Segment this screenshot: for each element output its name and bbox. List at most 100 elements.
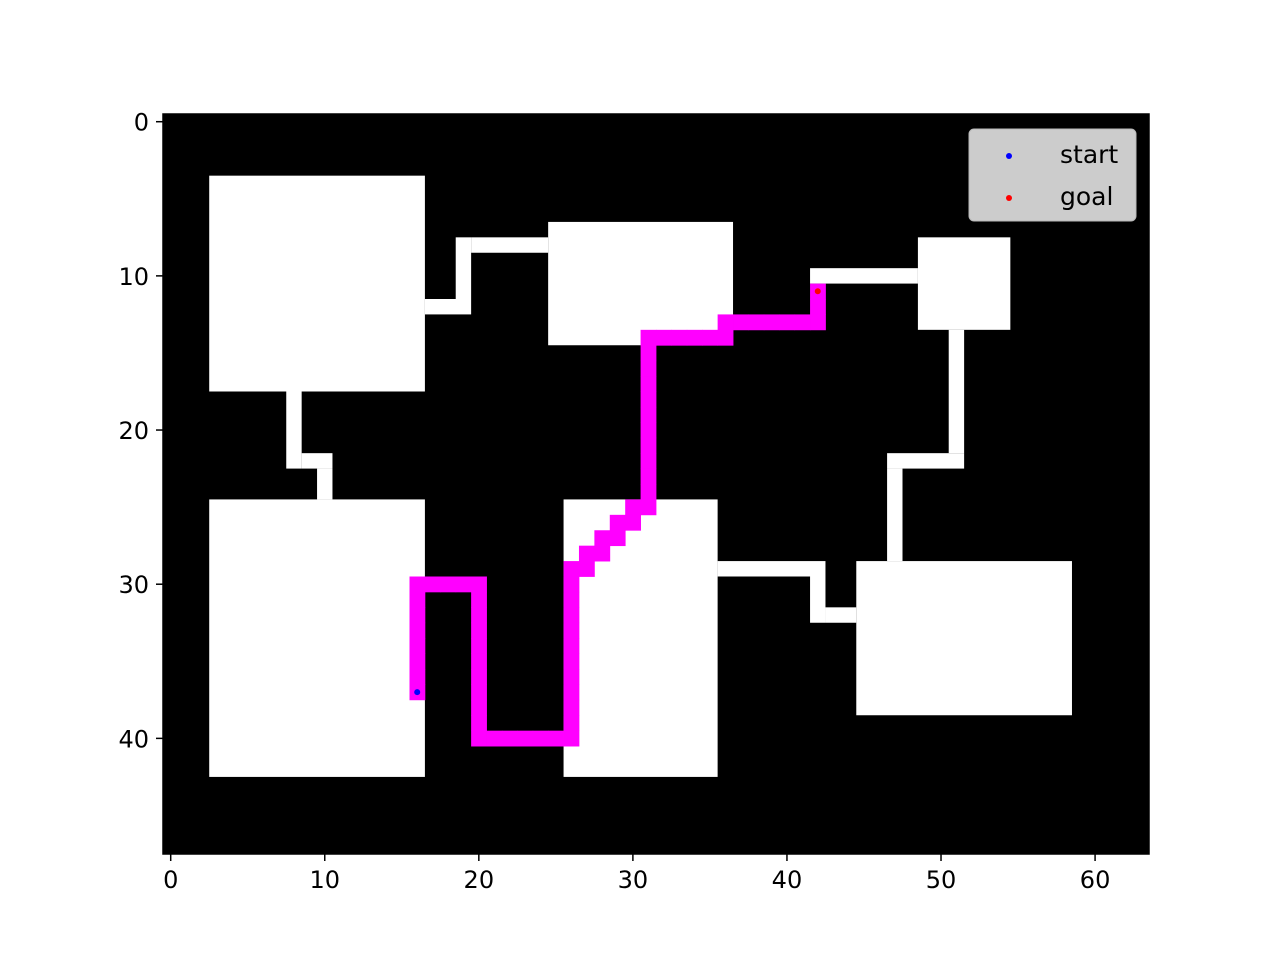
path-layer [409, 283, 826, 747]
legend-label: goal [1060, 182, 1113, 211]
path-cell [640, 468, 657, 485]
y-tick-label: 30 [118, 571, 149, 599]
path-cell [471, 607, 487, 624]
path-cell [640, 453, 657, 469]
path-cell [563, 591, 580, 608]
free-space-cell [887, 453, 965, 469]
start-point [414, 689, 421, 696]
path-cell [810, 314, 826, 331]
points-layer [414, 288, 821, 696]
x-tick-label: 60 [1080, 866, 1111, 894]
path-cell [578, 561, 595, 577]
x-tick-label: 10 [309, 866, 340, 894]
path-cell [640, 345, 657, 362]
path-cell [563, 622, 580, 639]
path-cell [640, 437, 657, 454]
path-cell [471, 684, 487, 701]
path-cell [563, 730, 580, 747]
path-cell [640, 422, 657, 439]
x-tick-label: 50 [926, 866, 957, 894]
path-cell [656, 329, 672, 346]
free-space-cell [717, 561, 826, 577]
x-tick-label: 30 [618, 866, 649, 894]
path-cell [810, 299, 826, 315]
path-cell [779, 314, 796, 331]
path-cell [440, 576, 457, 593]
path-cell [486, 730, 503, 747]
path-cell [409, 653, 426, 670]
free-space-cell [424, 299, 472, 315]
x-tick-label: 40 [772, 866, 803, 894]
path-cell [671, 329, 688, 346]
path-cell [563, 653, 580, 670]
path-cell [409, 669, 426, 685]
path-cell [640, 391, 657, 408]
path-cell [409, 607, 426, 624]
path-cell [794, 314, 811, 331]
path-cell [640, 484, 657, 500]
path-cell [609, 530, 626, 547]
path-cell [471, 730, 487, 747]
path-cell [625, 499, 641, 516]
plot-frame [162, 113, 1150, 855]
path-cell [409, 576, 426, 593]
path-cell [702, 329, 719, 346]
path-cell [563, 715, 580, 732]
path-cell [517, 730, 534, 747]
path-cell [578, 545, 595, 562]
path-cell [640, 499, 657, 516]
path-cell [548, 730, 564, 747]
x-tick-label: 0 [163, 866, 178, 894]
path-cell [409, 638, 426, 654]
free-space-cell [948, 329, 965, 454]
y-tick-label: 10 [118, 263, 149, 291]
path-cell [717, 329, 734, 346]
free-space-cell [301, 453, 333, 469]
path-cell [563, 607, 580, 624]
y-tick-label: 0 [134, 109, 149, 137]
path-cell [471, 715, 487, 732]
path-cell [640, 329, 657, 346]
legend: start goal [968, 128, 1137, 222]
path-cell [409, 622, 426, 639]
path-cell [609, 514, 626, 531]
x-tick-label: 20 [464, 866, 495, 894]
path-cell [640, 360, 657, 377]
path-cell [471, 591, 487, 608]
legend-marker [1006, 195, 1012, 201]
legend-label: start [1060, 140, 1118, 169]
free-space-cell [887, 468, 903, 562]
path-cell [748, 314, 765, 331]
path-cell [501, 730, 518, 747]
path-cell [563, 699, 580, 716]
goal-point [814, 288, 821, 295]
path-cell [625, 514, 641, 531]
path-cell [471, 622, 487, 639]
path-cell [409, 591, 426, 608]
free-space-cell [471, 237, 549, 253]
free-space-cell [917, 237, 1011, 330]
path-cell [717, 314, 734, 331]
path-cell [563, 684, 580, 701]
path-cell [640, 376, 657, 392]
path-cell [686, 329, 703, 346]
y-axis: 0 10 20 30 40 [118, 109, 163, 753]
free-space-cell [810, 268, 918, 284]
free-space-cell [825, 607, 857, 623]
path-cell [424, 576, 441, 593]
free-space-cell [286, 391, 302, 469]
y-tick-label: 20 [118, 417, 149, 445]
path-cell [532, 730, 549, 747]
path-cell [563, 669, 580, 685]
y-tick-label: 40 [118, 725, 149, 753]
free-space-cell [317, 468, 333, 500]
legend-marker [1006, 153, 1012, 159]
free-space-cell [455, 237, 472, 299]
path-cell [563, 638, 580, 654]
path-cell [455, 576, 472, 593]
path-cell [594, 545, 611, 562]
free-space-cell [209, 499, 425, 777]
path-cell [471, 638, 487, 654]
free-space-cell [563, 499, 718, 777]
